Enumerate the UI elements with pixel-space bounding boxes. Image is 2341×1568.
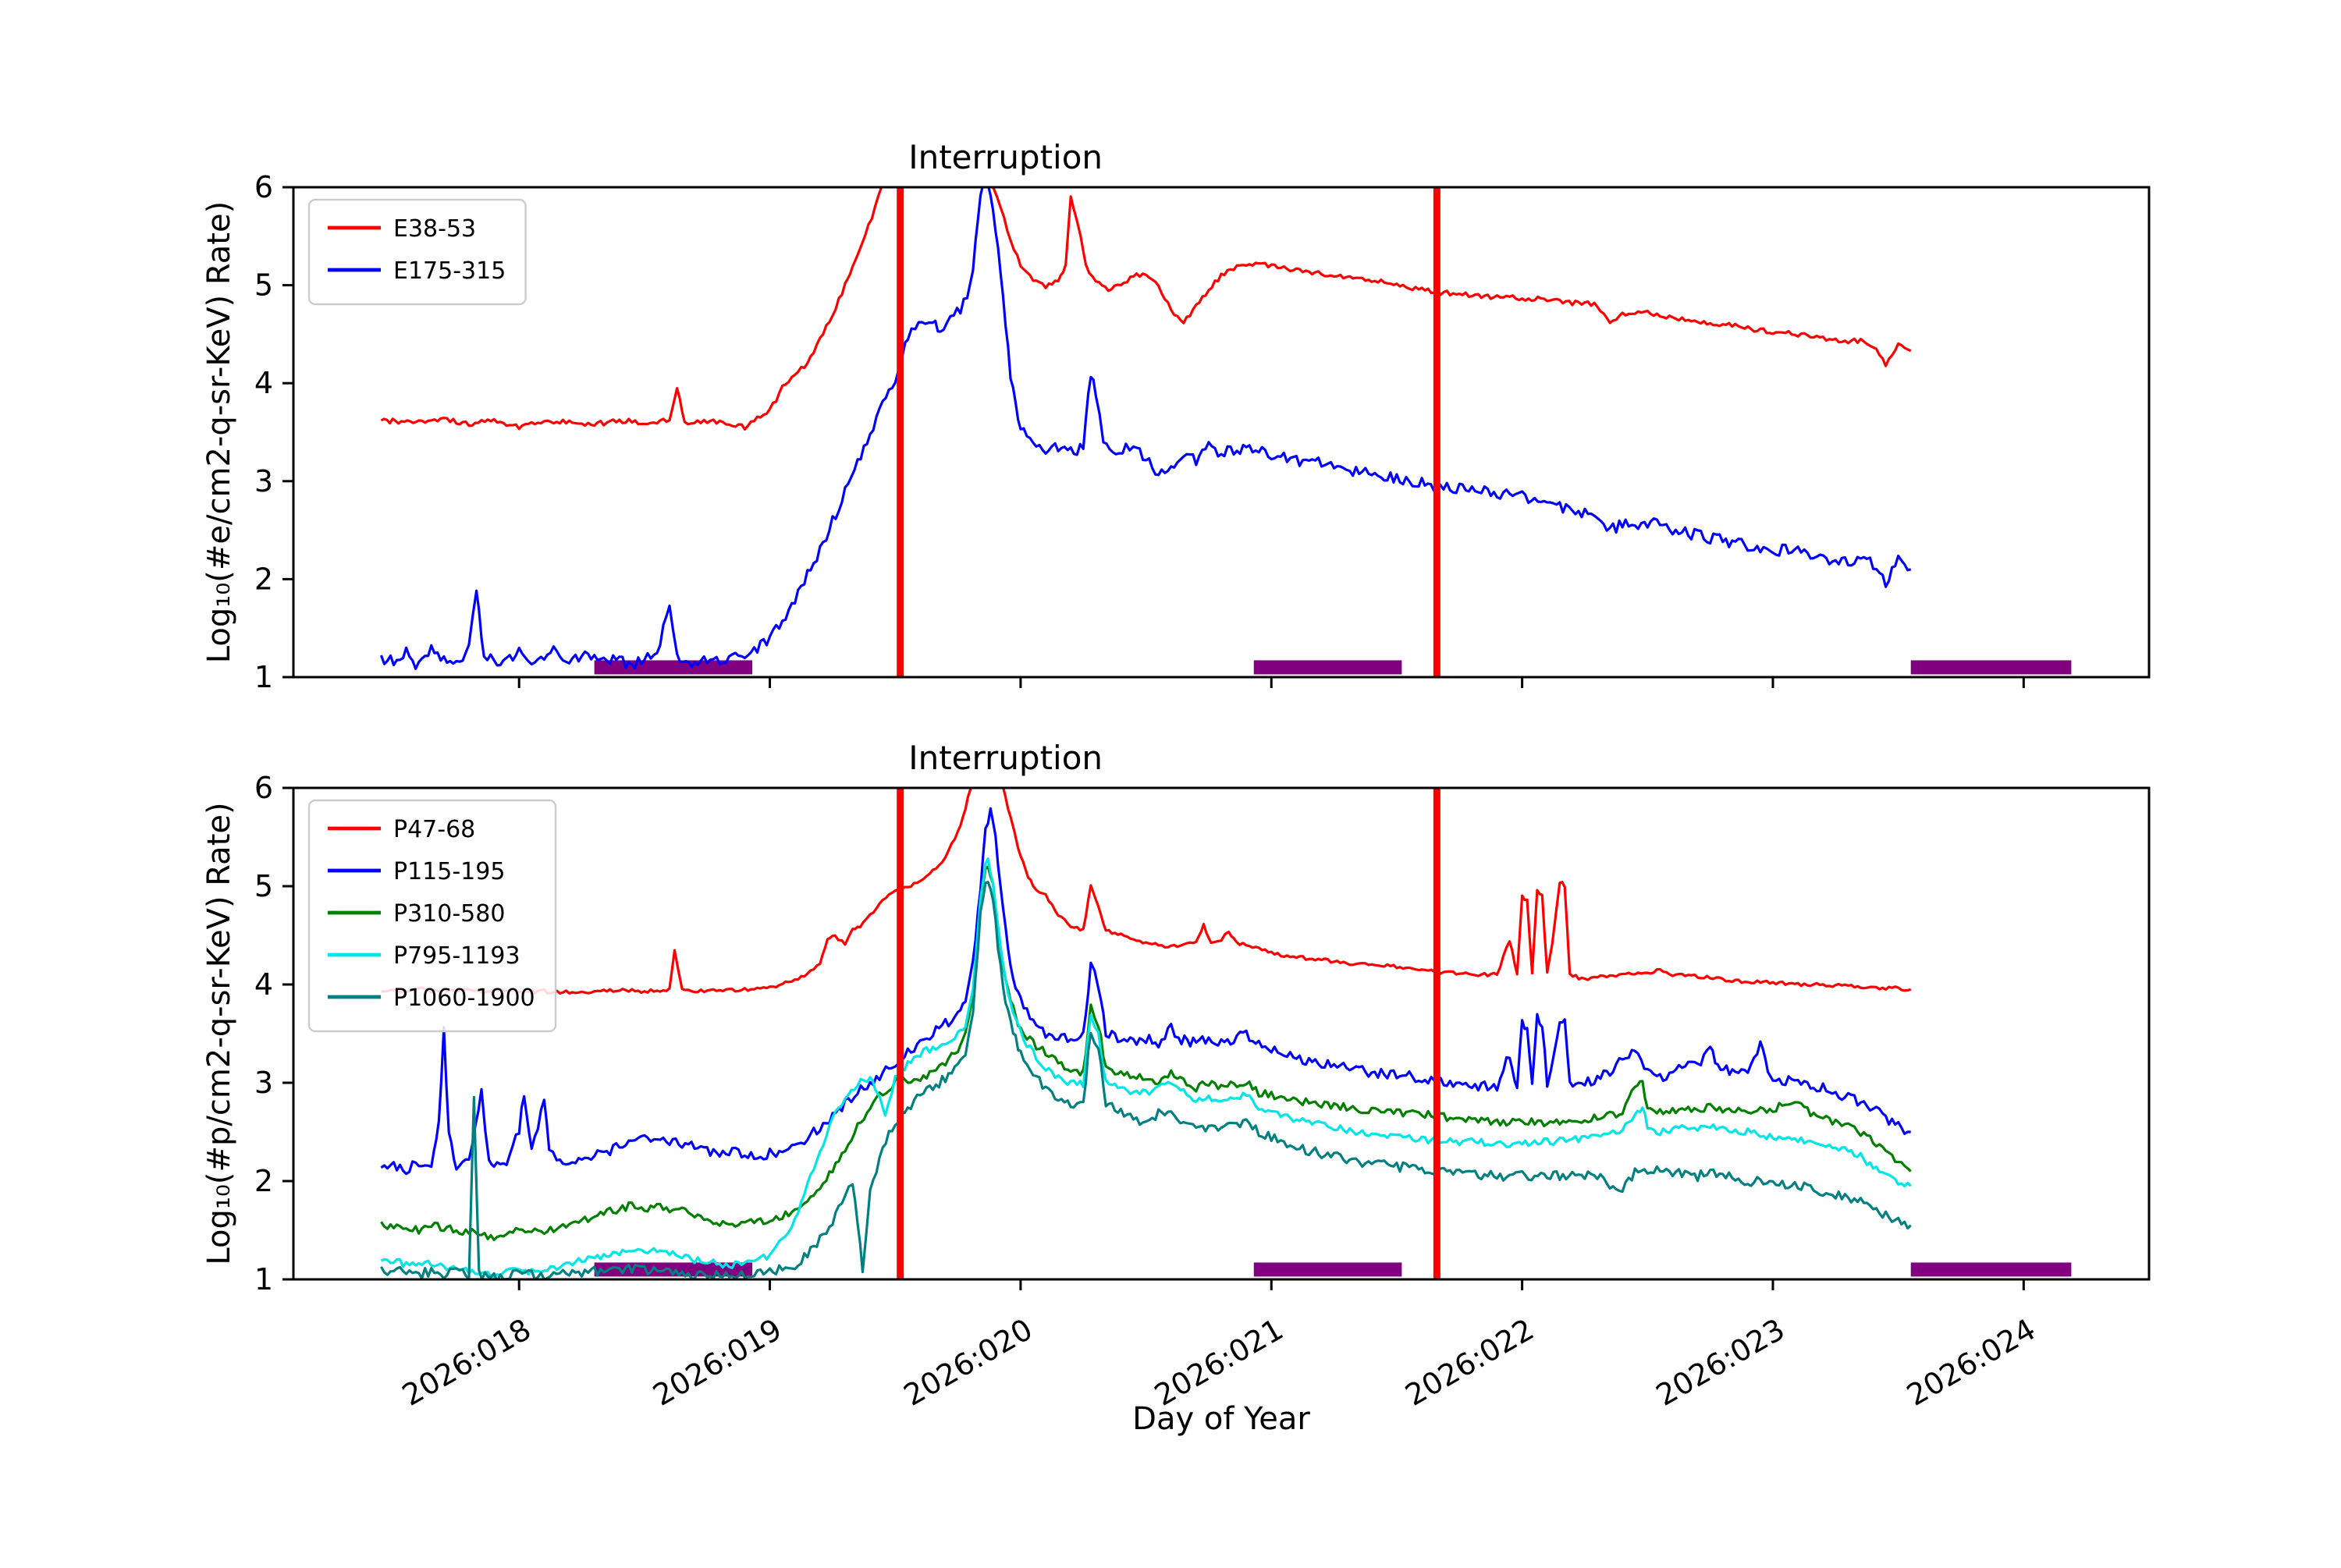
series-line-P1060-1900 [380,881,1912,1279]
x-tick-label: 2026:019 [647,1312,787,1413]
legend-frame [307,799,557,1033]
legend-label: P115-195 [393,858,505,885]
x-tick-label: 2026:021 [1149,1312,1289,1413]
legend-frame [307,198,527,306]
y-tick-label: 6 [254,771,273,805]
data-gap-bar [594,660,753,675]
x-tick-label: 2026:024 [1901,1312,2041,1413]
panel-bottom: 2026:018 2026:019 2026:020 2026:021 2026:022… [201,739,2151,1437]
x-tick-label: 2026:023 [1650,1312,1791,1413]
y-tick-label: 5 [254,268,273,303]
data-gap-bar [1910,660,2072,675]
y-tick-label: 1 [254,660,273,694]
legend-label: E38-53 [393,215,476,243]
x-tick-label: 2026:022 [1399,1312,1540,1413]
legend-label: P310-580 [393,900,505,928]
y-tick-label: 2 [254,1164,273,1198]
axes-frame [292,786,2151,1281]
legend-label: P795-1193 [393,942,520,970]
y-axis-label: Log₁₀(#p/cm2-q-sr-KeV) Rate) [201,802,237,1265]
y-tick-label: 1 [254,1262,273,1297]
y-tick-label: 4 [254,967,273,1002]
x-axis-label: Day of Year [1132,1401,1310,1437]
x-tick-label: 2026:020 [898,1312,1039,1413]
series-line-E175-315 [379,187,1912,670]
y-tick-label: 3 [254,1066,273,1100]
data-gap-bar [1253,1262,1402,1277]
data-gap-bar [1910,1262,2072,1277]
y-tick-label: 6 [254,170,273,204]
legend: P47-68 P115-195 P310-580 P795-1193 P1060-190… [307,799,557,1033]
y-tick-label: 2 [254,562,273,596]
legend-label: P47-68 [393,816,475,843]
axes-frame [292,186,2151,679]
series-line-P47-68 [381,788,1912,995]
interruption-annotation: Interruption [908,739,1103,777]
y-axis-label: Log₁₀(#e/cm2-q-sr-KeV) Rate) [201,201,237,663]
series-line-P310-580 [380,865,1912,1241]
legend-label: P1060-1900 [393,984,535,1012]
y-tick-label: 4 [254,366,273,400]
panel-top: 1 2 3 4 5 6 Log₁₀(#e/cm2-q-sr-KeV) Rate) Interr… [201,138,2151,694]
interruption-annotation: Interruption [908,138,1103,176]
y-tick-label: 5 [254,869,273,903]
series-line-E38-53 [380,187,1912,431]
series-line-P795-1193 [380,857,1912,1279]
legend-label: E175-315 [393,257,506,285]
data-gap-bar [1253,660,1402,675]
legend: E38-53 E175-315 [307,198,527,306]
series-line-P115-195 [380,807,1911,1176]
x-tick-label: 2026:018 [396,1312,537,1413]
y-tick-label: 3 [254,464,273,498]
